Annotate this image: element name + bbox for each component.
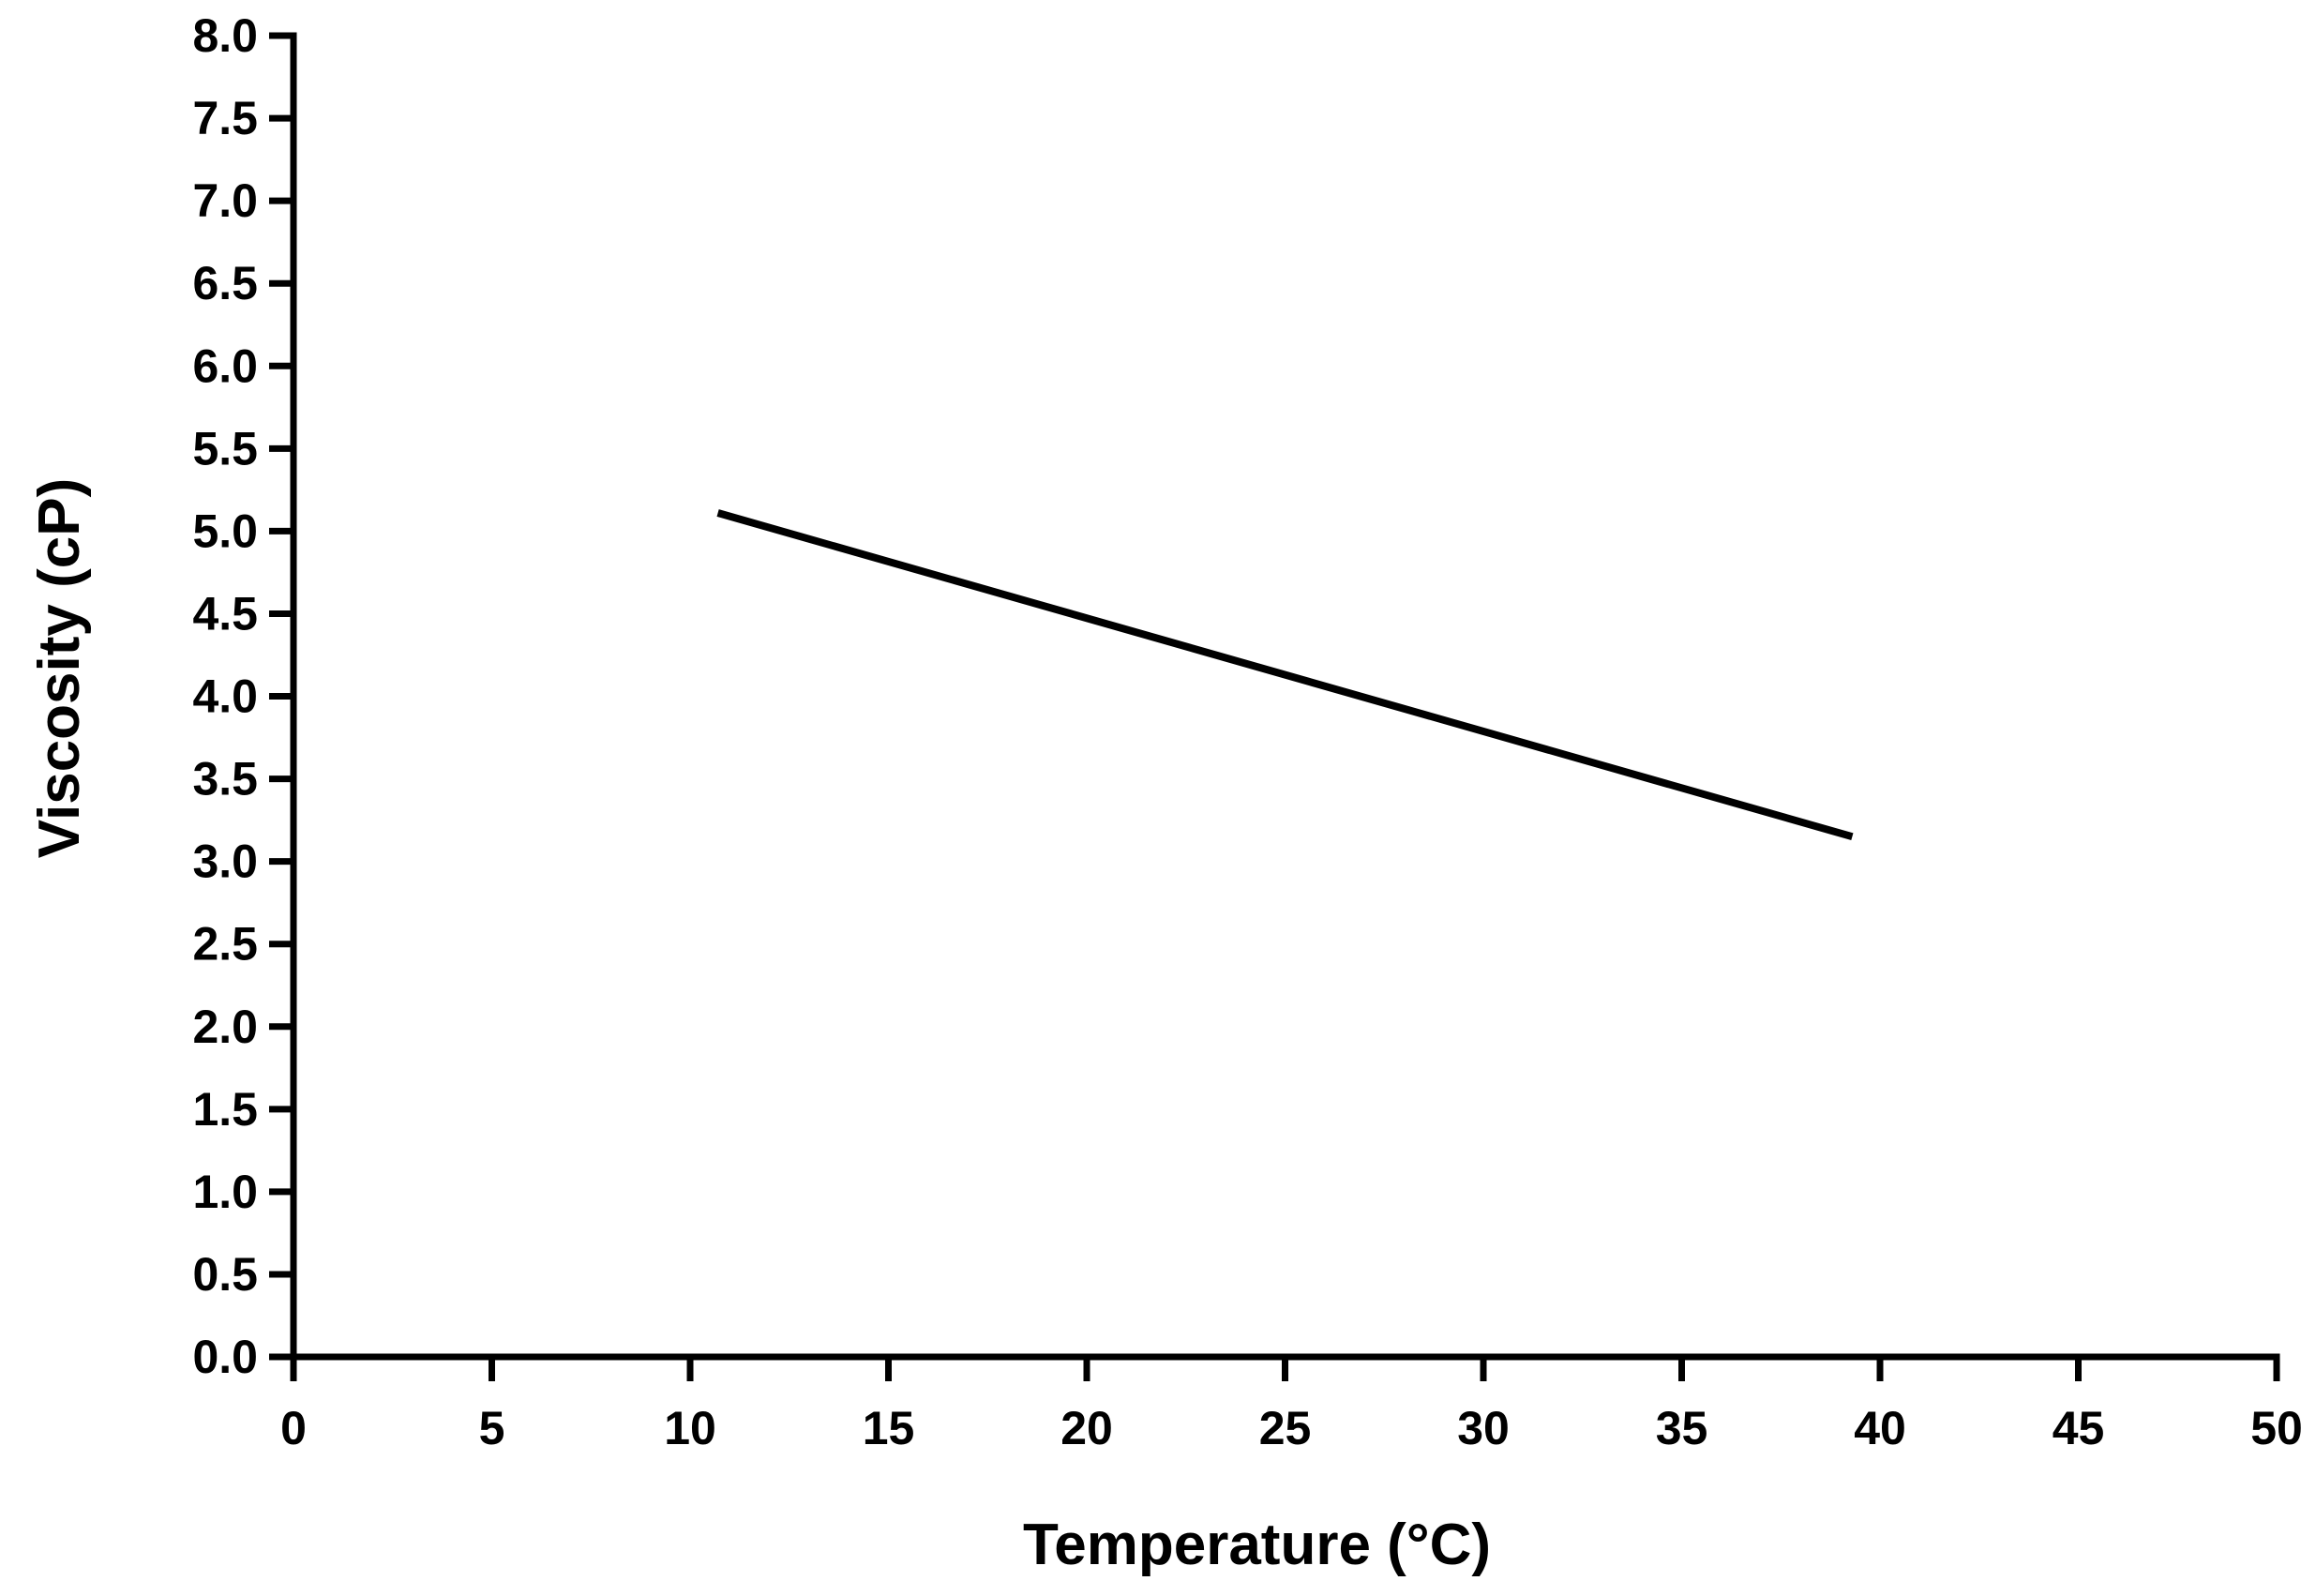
y-axis-title: Viscosity (cP) [27, 478, 92, 858]
x-tick-label: 5 [479, 1402, 505, 1454]
x-axis-title: Temperature (°C) [1023, 1513, 1491, 1577]
y-tick-label: 3.0 [192, 836, 258, 888]
y-tick-label: 1.5 [192, 1083, 258, 1136]
y-tick-label: 4.5 [192, 587, 258, 640]
x-tick-label: 20 [1060, 1402, 1113, 1454]
x-tick-label: 50 [2250, 1402, 2303, 1454]
y-tick-label: 7.5 [192, 92, 258, 144]
y-tick-label: 4.0 [192, 670, 258, 723]
x-tick-label: 35 [1656, 1402, 1708, 1454]
y-axis: 0.0 0.5 1.0 1.5 2.0 2.5 3.0 3.5 4.0 4.5 5.0 5.5 6.0 6… [192, 9, 297, 1383]
y-tick-label: 5.5 [192, 422, 258, 474]
y-tick-label: 3.5 [192, 753, 258, 806]
x-tick-label: 10 [664, 1402, 716, 1454]
y-tick-label: 0.5 [192, 1248, 258, 1301]
x-tick-label: 45 [2053, 1402, 2105, 1454]
y-tick-label: 6.0 [192, 339, 258, 392]
x-tick-label: 25 [1259, 1402, 1312, 1454]
x-tick-label: 0 [280, 1402, 307, 1454]
y-tick-label: 2.5 [192, 918, 258, 971]
series-line-0 [716, 509, 1854, 841]
y-tick-label: 0.0 [192, 1331, 258, 1383]
x-tick-label: 30 [1457, 1402, 1510, 1454]
x-tick-label: 40 [1854, 1402, 1906, 1454]
y-tick-label: 1.0 [192, 1166, 258, 1218]
x-axis: 0 5 10 15 20 25 30 35 40 45 50 [280, 1353, 2303, 1454]
series-layer [716, 509, 1854, 841]
y-tick-label: 7.0 [192, 174, 258, 227]
y-tick-label: 8.0 [192, 9, 258, 62]
x-tick-label: 15 [863, 1402, 915, 1454]
y-tick-label: 2.0 [192, 1001, 258, 1053]
y-tick-label: 6.5 [192, 257, 258, 309]
y-tick-label: 5.0 [192, 504, 258, 557]
